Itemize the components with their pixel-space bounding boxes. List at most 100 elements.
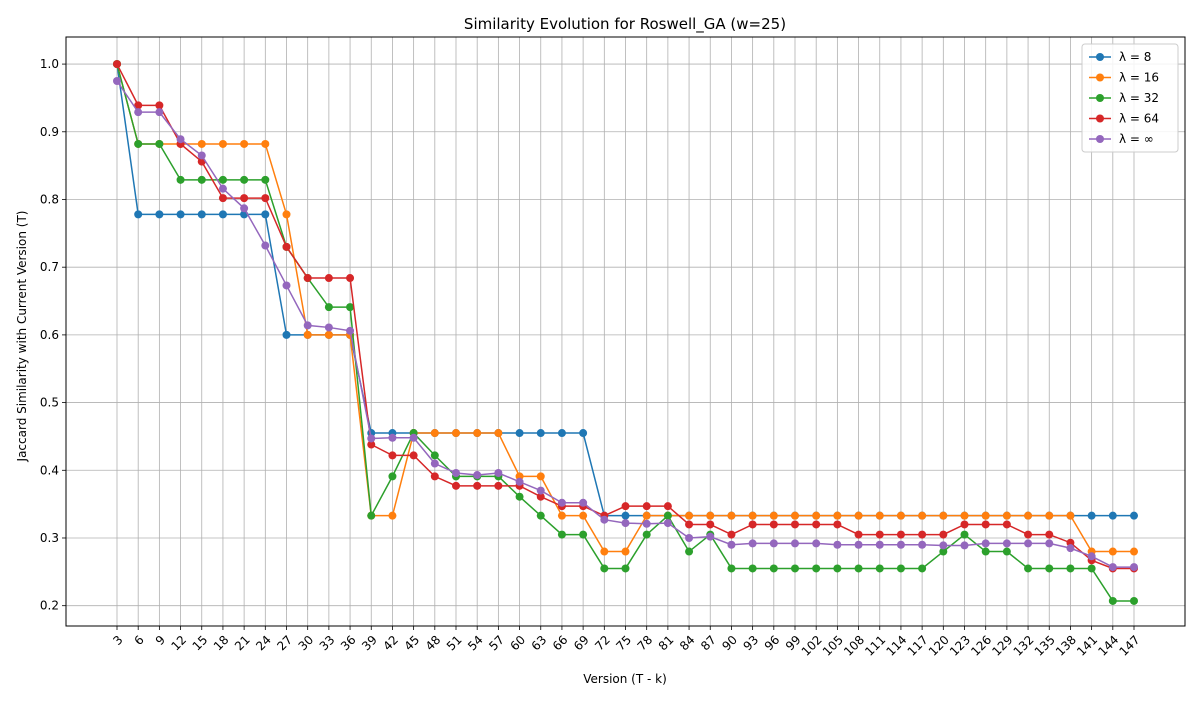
data-point	[706, 520, 715, 529]
data-point	[155, 108, 164, 117]
data-point	[685, 533, 694, 542]
data-point	[430, 429, 439, 438]
x-tick-label: 96	[762, 633, 783, 654]
data-point	[282, 210, 291, 219]
data-point	[579, 498, 588, 507]
data-point	[261, 194, 270, 203]
data-point	[769, 539, 778, 548]
x-tick-label: 18	[211, 633, 232, 654]
x-tick-label: 129	[989, 633, 1015, 659]
data-point	[621, 547, 630, 556]
data-point	[346, 303, 355, 312]
x-tick-label: 21	[232, 633, 253, 654]
data-point	[748, 511, 757, 520]
data-point	[494, 468, 503, 477]
data-point	[218, 194, 227, 203]
x-tick-label: 15	[190, 633, 211, 654]
data-point	[1108, 596, 1117, 605]
data-point	[600, 515, 609, 524]
x-tick-label: 120	[926, 633, 952, 659]
data-point	[430, 472, 439, 481]
y-tick-label: 0.2	[40, 599, 59, 613]
data-point	[706, 511, 715, 520]
data-point	[388, 472, 397, 481]
data-point	[896, 530, 905, 539]
x-axis-label: Version (T - k)	[583, 672, 667, 686]
x-tick-label: 138	[1053, 633, 1079, 659]
data-point	[155, 210, 164, 219]
legend-marker	[1096, 94, 1104, 102]
data-point	[748, 539, 757, 548]
data-point	[812, 520, 821, 529]
data-point	[155, 101, 164, 110]
data-point	[494, 429, 503, 438]
data-point	[1024, 511, 1033, 520]
data-point	[218, 210, 227, 219]
data-point	[324, 303, 333, 312]
data-point	[515, 429, 524, 438]
data-point	[1024, 539, 1033, 548]
x-tick-label: 126	[968, 633, 994, 659]
data-point	[1045, 530, 1054, 539]
data-point	[218, 139, 227, 148]
y-tick-label: 0.7	[40, 260, 59, 274]
data-point	[303, 330, 312, 339]
data-point	[324, 323, 333, 332]
data-point	[367, 434, 376, 443]
data-point	[812, 539, 821, 548]
x-tick-label: 117	[905, 633, 931, 659]
data-point	[134, 101, 143, 110]
y-tick-label: 0.5	[40, 396, 59, 410]
data-point	[1045, 511, 1054, 520]
x-tick-label: 81	[656, 633, 677, 654]
data-point	[1045, 539, 1054, 548]
data-point	[854, 564, 863, 573]
legend-marker	[1096, 135, 1104, 143]
data-point	[1108, 563, 1117, 572]
data-point	[452, 429, 460, 438]
data-point	[854, 540, 863, 549]
data-point	[557, 511, 566, 520]
legend-label: λ = 64	[1119, 112, 1159, 126]
data-point	[833, 540, 842, 549]
data-point	[1087, 511, 1096, 520]
x-tick-label: 78	[635, 633, 656, 654]
x-tick-label: 36	[338, 633, 359, 654]
x-tick-label: 39	[359, 633, 380, 654]
x-tick-label: 63	[529, 633, 550, 654]
x-tick-label: 111	[862, 633, 888, 659]
data-point	[1024, 564, 1033, 573]
data-point	[727, 530, 736, 539]
data-point	[1002, 539, 1011, 548]
data-point	[197, 210, 206, 219]
data-point	[960, 541, 969, 550]
data-point	[791, 564, 799, 573]
legend-marker	[1096, 114, 1104, 123]
data-point	[960, 520, 969, 529]
data-point	[261, 241, 270, 250]
data-point	[134, 210, 143, 219]
data-point	[621, 511, 630, 520]
data-point	[1108, 547, 1117, 556]
data-point	[875, 540, 884, 549]
data-point	[261, 175, 270, 184]
data-point	[939, 511, 948, 520]
x-tick-label: 105	[820, 633, 846, 659]
x-tick-label: 66	[550, 633, 571, 654]
data-point	[918, 511, 927, 520]
data-point	[1108, 511, 1117, 520]
axes: 3 6 9 12 15 18 21 24 27 30 33 36 39 42 45 48 51 54 57 60 63 6…	[40, 57, 1143, 659]
x-tick-label: 3	[110, 633, 125, 648]
data-point	[769, 564, 778, 573]
x-tick-label: 147	[1116, 633, 1142, 659]
data-point	[282, 242, 291, 251]
data-point	[1066, 511, 1075, 520]
data-point	[388, 433, 397, 442]
data-point	[557, 498, 566, 507]
data-point	[218, 184, 227, 193]
x-tick-label: 45	[402, 633, 423, 654]
data-point	[769, 511, 778, 520]
x-tick-label: 90	[719, 633, 740, 654]
data-point	[367, 440, 376, 449]
